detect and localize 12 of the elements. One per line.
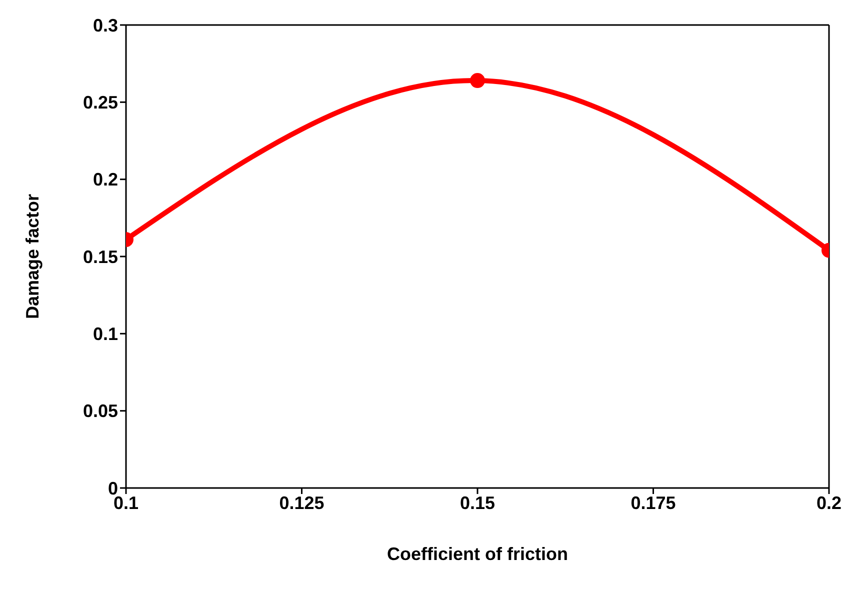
y-tick-label: 0.2 — [92, 170, 118, 190]
x-tick-label: 0.175 — [630, 492, 676, 513]
x-axis-title: Coefficient of friction — [387, 544, 568, 564]
y-tick-label: 0.05 — [82, 401, 118, 422]
x-tick-label: 0.15 — [460, 492, 496, 513]
y-tick-label: 0.25 — [82, 92, 118, 113]
x-tick-label: 0.2 — [816, 492, 842, 513]
y-tick-label: 0.1 — [92, 324, 118, 344]
y-tick-label: 0.3 — [92, 15, 118, 36]
y-axis-title: Damage factor — [22, 194, 42, 320]
y-tick-label: 0.15 — [82, 246, 118, 267]
x-tick-label: 0.125 — [279, 492, 324, 513]
